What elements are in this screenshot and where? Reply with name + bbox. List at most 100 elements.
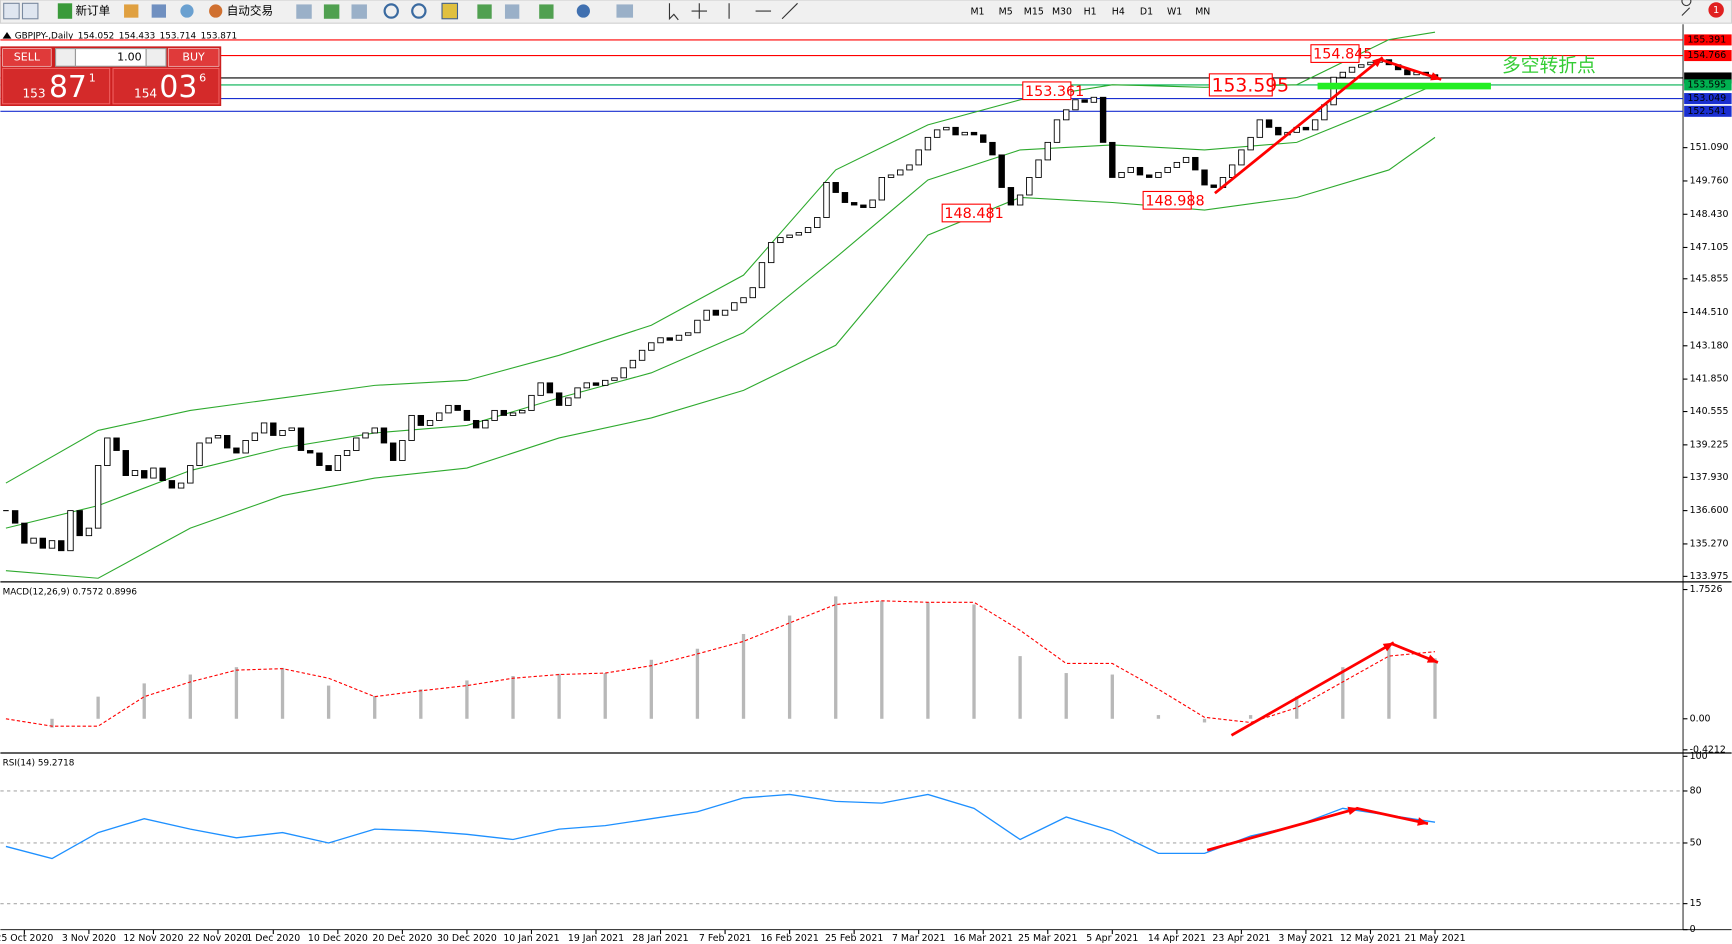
candle	[1099, 96, 1107, 143]
notification-badge[interactable]	[1708, 2, 1724, 18]
lot-down[interactable]	[55, 48, 77, 67]
candle	[897, 169, 904, 176]
sell-price-box[interactable]	[2, 67, 111, 105]
candle	[980, 134, 987, 143]
candle	[528, 394, 535, 411]
candle	[1302, 126, 1310, 131]
candle	[1275, 126, 1282, 136]
icon-button[interactable]	[151, 4, 167, 18]
candle	[371, 427, 378, 434]
icon-button[interactable]	[576, 4, 590, 18]
candle	[952, 126, 959, 136]
icon-button[interactable]	[504, 4, 520, 19]
candle	[279, 430, 286, 436]
candle	[177, 482, 185, 489]
timeframe-button[interactable]: H1	[1084, 7, 1097, 18]
candle	[159, 467, 166, 481]
icon-button[interactable]	[296, 4, 312, 19]
crosshair-tool[interactable]	[691, 3, 708, 19]
ohlc-value: 153.714	[160, 31, 197, 41]
icon-button[interactable]	[3, 2, 20, 20]
zoom-in[interactable]	[383, 3, 399, 19]
icon-button[interactable]	[323, 4, 340, 19]
header-marker	[2, 32, 12, 39]
icon-button[interactable]	[351, 4, 367, 19]
lot-up[interactable]	[145, 48, 167, 67]
candle	[426, 419, 434, 426]
timeframe-button[interactable]: M1	[970, 7, 984, 18]
arrow	[1214, 56, 1384, 195]
indicator-label: RSI(14) 59.2718	[3, 758, 75, 768]
candle	[1339, 71, 1347, 78]
icon-button[interactable]	[180, 4, 194, 18]
sell-button[interactable]	[2, 48, 52, 67]
candle	[924, 136, 932, 151]
candle	[804, 227, 812, 234]
candle	[1155, 172, 1162, 178]
y-tick-label: 1.7526	[1690, 584, 1723, 595]
badge-count: 1	[1713, 5, 1719, 16]
timeframe-button[interactable]: M30	[1052, 7, 1072, 18]
zoom-out[interactable]	[411, 3, 427, 19]
candle	[758, 262, 766, 289]
cursor-tool[interactable]	[668, 3, 679, 21]
icon-button[interactable]	[124, 4, 139, 18]
x-tick-label: 25 Oct 2020	[0, 933, 53, 944]
candle	[1247, 136, 1254, 151]
candle	[970, 131, 978, 136]
bollinger-middle	[5, 84, 1436, 529]
candle	[1311, 119, 1319, 131]
arrow	[1380, 58, 1442, 81]
y-tick-label: 143.180	[1690, 340, 1729, 351]
candle	[205, 437, 212, 444]
new-order-icon[interactable]	[57, 3, 73, 19]
y-tick-label: 100	[1690, 751, 1708, 762]
y-tick-label: 151.090	[1690, 142, 1729, 153]
candle	[58, 540, 65, 552]
candle	[1044, 141, 1051, 161]
timeframe-button[interactable]: M5	[999, 7, 1013, 18]
timeframe-button[interactable]: D1	[1140, 7, 1153, 18]
candle	[574, 387, 581, 399]
candle	[408, 414, 415, 441]
candle	[767, 242, 775, 264]
candle	[878, 177, 886, 201]
auto-trading-button[interactable]: 自动交易	[227, 4, 273, 18]
candle	[850, 202, 858, 206]
buy-price-box[interactable]	[112, 67, 220, 105]
candle	[463, 409, 471, 421]
icon-button[interactable]	[477, 4, 492, 19]
timeframe-button[interactable]: MN	[1195, 7, 1210, 18]
candle	[869, 199, 876, 208]
buy-label[interactable]: BUY	[182, 50, 205, 63]
timeframe-button[interactable]: H4	[1112, 7, 1125, 18]
annotation-label: 148.481	[944, 206, 1003, 222]
candle	[546, 382, 554, 394]
sell-label[interactable]: SELL	[14, 50, 41, 63]
auto-trading-icon[interactable]	[209, 4, 223, 18]
new-order-button[interactable]: 新订单	[75, 4, 110, 18]
icon-button[interactable]	[21, 2, 39, 20]
lot-value[interactable]: 1.00	[117, 50, 142, 63]
x-tick-label: 25 Feb 2021	[825, 933, 883, 944]
x-tick-label: 23 Apr 2021	[1212, 933, 1270, 944]
candle	[602, 379, 609, 386]
icon-button[interactable]	[616, 4, 634, 18]
candle	[537, 382, 544, 396]
icon-button[interactable]	[539, 4, 554, 19]
buy-button[interactable]	[167, 48, 220, 67]
timeframe-button[interactable]: M15	[1024, 7, 1044, 18]
annotation-box	[1310, 44, 1360, 63]
y-tick-label: 149.760	[1690, 175, 1729, 186]
candle	[648, 342, 655, 351]
icon-button[interactable]	[441, 2, 459, 20]
timeframe-button[interactable]: W1	[1167, 7, 1182, 18]
price-level-box	[1684, 79, 1732, 91]
search[interactable]	[1681, 0, 1692, 16]
line-tools[interactable]	[728, 2, 798, 20]
candle	[1164, 166, 1171, 173]
candle	[334, 455, 342, 471]
candle	[343, 450, 351, 456]
y-tick-label: 141.850	[1690, 374, 1729, 385]
macd-bar	[96, 696, 100, 719]
